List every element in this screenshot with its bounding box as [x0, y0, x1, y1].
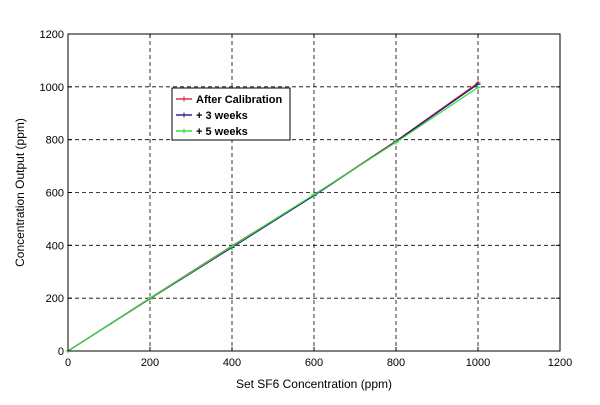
- y-tick-label: 600: [46, 188, 64, 200]
- legend-marker: [181, 128, 187, 134]
- y-tick-label: 1200: [40, 29, 64, 41]
- legend-marker: [181, 112, 187, 118]
- legend-label: + 5 weeks: [196, 126, 248, 138]
- legend-label: After Calibration: [196, 94, 282, 106]
- x-axis-label: Set SF6 Concentration (ppm): [236, 377, 392, 391]
- data-point-5-weeks: [147, 295, 153, 301]
- x-tick-label: 1000: [466, 357, 490, 369]
- legend-marker: [181, 96, 187, 102]
- x-tick-label: 400: [223, 357, 241, 369]
- axis-ticks: 0 200 400 600 800 1000 1200 0 200 400 600 800 1000 12…: [40, 29, 573, 369]
- x-tick-label: 600: [305, 357, 323, 369]
- y-tick-label: 400: [46, 240, 64, 252]
- x-tick-label: 1200: [548, 357, 572, 369]
- y-tick-label: 1000: [40, 82, 64, 94]
- x-tick-label: 0: [65, 357, 71, 369]
- legend-label: + 3 weeks: [196, 110, 248, 122]
- data-point-5-weeks: [475, 84, 481, 90]
- series-line-5-weeks: [67, 86, 479, 352]
- y-tick-label: 200: [46, 293, 64, 305]
- legend: After Calibration + 3 weeks + 5 weeks: [171, 87, 291, 141]
- x-tick-label: 800: [387, 357, 405, 369]
- x-tick-label: 200: [141, 357, 159, 369]
- y-tick-label: 0: [58, 346, 64, 358]
- y-tick-label: 800: [46, 135, 64, 147]
- y-axis-label: Concentration Output (ppm): [13, 118, 27, 267]
- data-point-5-weeks: [229, 243, 235, 249]
- data-point-5-weeks: [311, 192, 317, 198]
- series-layer: [65, 80, 481, 354]
- data-point-5-weeks: [393, 139, 399, 145]
